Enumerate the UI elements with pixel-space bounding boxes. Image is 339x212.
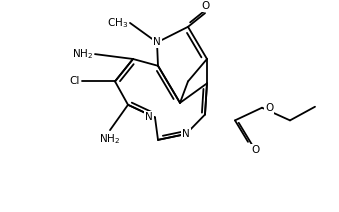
Text: N: N [153, 37, 161, 47]
Text: NH$_2$: NH$_2$ [99, 132, 121, 146]
Text: N: N [145, 112, 153, 123]
Text: O: O [265, 103, 273, 113]
Text: Cl: Cl [69, 76, 80, 86]
Text: CH$_3$: CH$_3$ [107, 16, 128, 30]
Text: O: O [251, 145, 259, 155]
Text: NH$_2$: NH$_2$ [72, 47, 93, 61]
Text: O: O [201, 1, 209, 11]
Text: N: N [182, 129, 190, 139]
